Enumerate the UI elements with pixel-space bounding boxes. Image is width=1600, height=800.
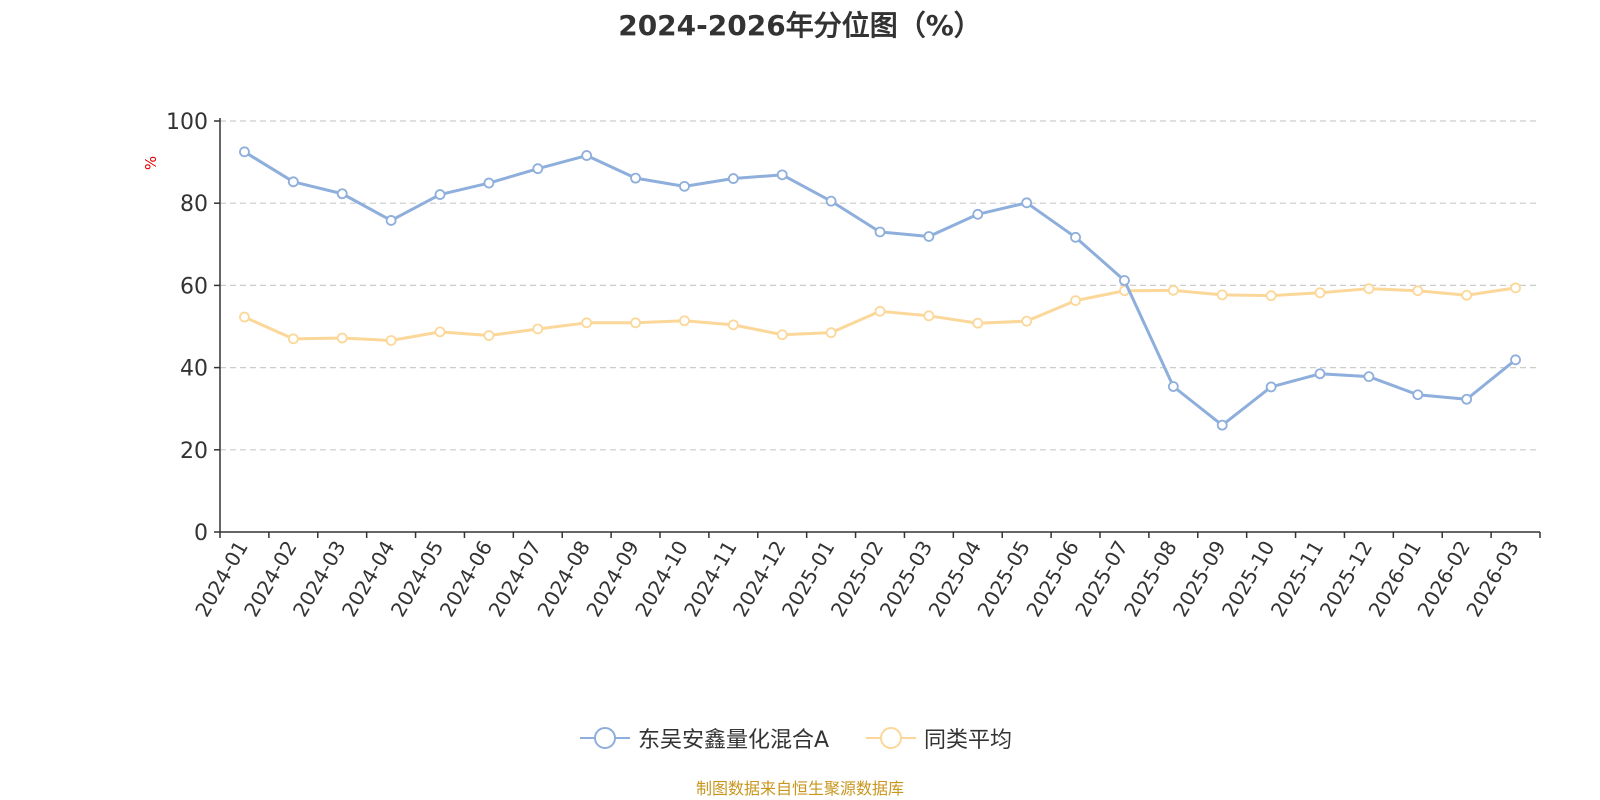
series-1-point-2025-11 [1314, 368, 1326, 380]
series-2-point-2024-07 [532, 323, 544, 335]
series-2-point-2025-03 [923, 310, 935, 322]
series-2-point-2024-10 [679, 315, 690, 327]
data-source-note: 制图数据来自恒生聚源数据库 [695, 779, 904, 798]
series-1-point-2025-05 [1021, 197, 1033, 209]
series-1-point-2025-10 [1265, 381, 1277, 393]
series-2-point-2024-11 [727, 319, 739, 331]
series-1-point-2024-06 [483, 177, 495, 189]
legend-label-series-1: 东吴安鑫量化混合A [638, 728, 830, 753]
legend-label-series-2: 同类平均 [924, 728, 1013, 753]
series-2-point-2025-11 [1314, 287, 1326, 299]
series-1-point-2025-07 [1119, 275, 1130, 286]
y-tick-label-0: 0 [194, 521, 208, 546]
y-tick-label-60: 60 [180, 274, 208, 299]
series-1-point-2024-11 [727, 173, 739, 184]
series-2-point-2025-04 [972, 317, 984, 329]
series-2-point-2024-06 [483, 330, 495, 341]
series-1-point-2024-12 [776, 169, 788, 181]
legend-item-series-2[interactable]: 同类平均 [866, 722, 1012, 754]
series-2-point-2025-10 [1265, 290, 1277, 302]
series-1-point-2024-02 [287, 176, 299, 188]
series-1-point-2025-04 [972, 208, 984, 220]
series-1-point-2026-01 [1412, 389, 1424, 401]
series-1-point-2024-09 [630, 172, 641, 184]
series-2-point-2025-06 [1070, 295, 1081, 307]
series-1-point-2024-10 [679, 180, 690, 192]
series-1-point-2025-02 [874, 226, 886, 238]
y-tick-label-20: 20 [180, 439, 208, 464]
series-1-point-2026-02 [1461, 393, 1473, 405]
series-2-point-2024-02 [287, 333, 299, 345]
series-2-point-2024-12 [776, 329, 788, 341]
series-1-point-2025-03 [923, 231, 935, 242]
series-2-point-2025-09 [1216, 289, 1228, 301]
y-tick-label-100: 100 [166, 110, 208, 135]
legend-marker-series-1 [580, 727, 630, 749]
series-1-point-2024-01 [239, 146, 250, 158]
series-2-point-2024-03 [336, 332, 348, 344]
series-1-point-2024-05 [434, 189, 446, 200]
series-1-point-2024-08 [581, 150, 593, 161]
series-2-point-2024-05 [434, 326, 446, 338]
series-2-point-2026-03 [1510, 282, 1521, 294]
series-1-point-2026-03 [1510, 354, 1521, 366]
legend-item-series-1[interactable]: 东吴安鑫量化混合A [580, 722, 829, 754]
series-2-point-2026-02 [1461, 289, 1473, 301]
series-1-point-2024-03 [336, 188, 348, 200]
series-1-point-2024-04 [385, 215, 397, 226]
series-1-point-2025-06 [1070, 231, 1081, 243]
series-1-point-2025-08 [1167, 381, 1179, 392]
series-2-point-2025-01 [825, 327, 837, 339]
chart-title: 2024-2026年分位图（%） [618, 9, 982, 42]
series-2-point-2025-12 [1363, 283, 1375, 295]
series-1-point-2024-07 [532, 163, 544, 175]
y-tick-label-40: 40 [180, 357, 208, 382]
series-1-point-2025-09 [1216, 419, 1228, 431]
series-2-point-2025-08 [1167, 284, 1179, 296]
series-2-point-2024-04 [385, 335, 397, 346]
series-2-point-2026-01 [1412, 285, 1424, 297]
series-1-point-2025-01 [825, 195, 837, 207]
series-2-point-2025-05 [1021, 315, 1033, 327]
legend-marker-series-2 [866, 727, 916, 749]
series-1-point-2025-12 [1363, 371, 1375, 383]
series-2-point-2024-01 [239, 311, 250, 323]
series-2-point-2024-08 [581, 317, 593, 329]
series-2-point-2025-02 [874, 305, 886, 317]
y-tick-label-80: 80 [180, 192, 208, 217]
series-2-point-2024-09 [630, 317, 641, 329]
